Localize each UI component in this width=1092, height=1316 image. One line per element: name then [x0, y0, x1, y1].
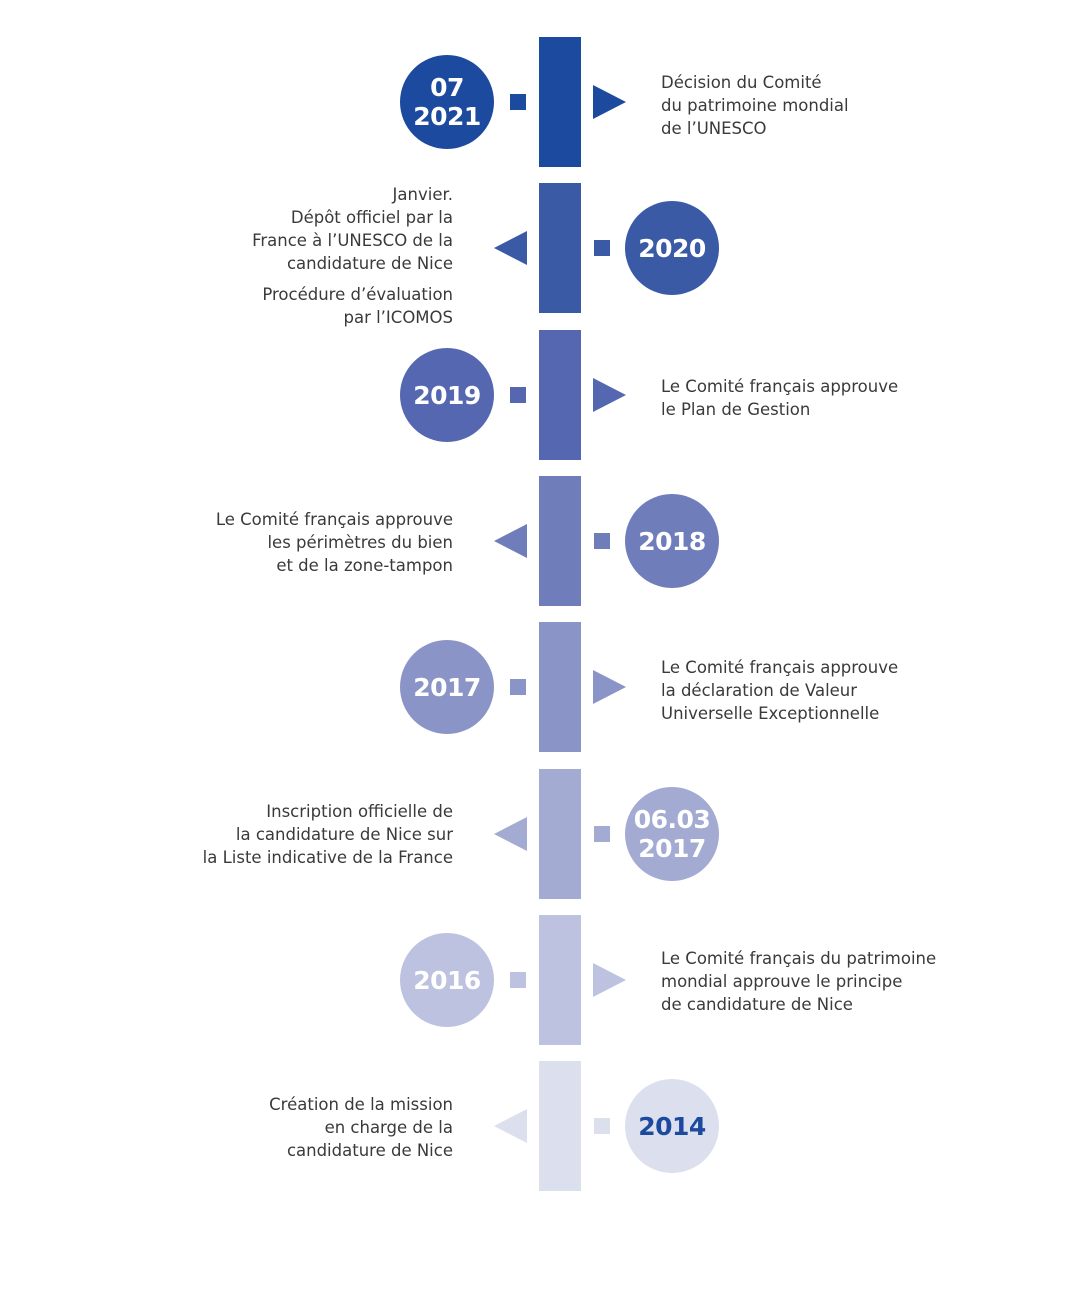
arrow-right-icon [593, 85, 626, 119]
description-line: France à l’UNESCO de la [252, 231, 453, 250]
timeline-bar-segment [539, 476, 581, 606]
timeline-bar-segment [539, 769, 581, 899]
connector-square [594, 240, 610, 256]
date-label: 07 [430, 73, 464, 102]
timeline-bar-segment [539, 622, 581, 752]
description-line: Inscription officielle de [266, 802, 453, 821]
event-description: Décision du Comité du patrimoine mondial d… [661, 71, 991, 140]
connector-square [594, 533, 610, 549]
arrow-left-icon [494, 524, 527, 558]
date-circle: 2017 [400, 640, 494, 734]
connector-square [510, 94, 526, 110]
connector-square [510, 679, 526, 695]
description-line: le Plan de Gestion [661, 400, 811, 419]
event-description: Création de la mission en charge de la can… [123, 1093, 453, 1162]
description-line: Janvier. [392, 185, 453, 204]
date-circle: 06.03 2017 [625, 787, 719, 881]
date-label: 2016 [413, 965, 481, 995]
date-circle: 2020 [625, 201, 719, 295]
description-line: Décision du Comité [661, 73, 822, 92]
description-paragraph: Procédure d’évaluation par l’ICOMOS [123, 283, 453, 329]
description-line: candidature de Nice [286, 254, 453, 273]
description-line: en charge de la [324, 1118, 453, 1137]
arrow-left-icon [494, 817, 527, 851]
connector-square [594, 1118, 610, 1134]
date-circle: 2014 [625, 1079, 719, 1173]
event-description: Le Comité français approuve le Plan de Ge… [661, 375, 991, 421]
date-label: 2014 [638, 1111, 706, 1141]
date-circle: 07 2021 [400, 55, 494, 149]
event-description: Inscription officielle de la candidature … [123, 800, 453, 869]
date-label: 2020 [638, 233, 706, 263]
arrow-left-icon [494, 231, 527, 265]
description-line: de candidature de Nice [661, 995, 853, 1014]
description-line: mondial approuve le principe [661, 972, 903, 991]
description-line: de l’UNESCO [661, 119, 767, 138]
arrow-left-icon [494, 1109, 527, 1143]
event-description: Le Comité français approuve les périmètre… [123, 508, 453, 577]
arrow-right-icon [593, 670, 626, 704]
date-label: 2018 [638, 526, 706, 556]
timeline-bar-segment [539, 915, 581, 1045]
arrow-right-icon [593, 378, 626, 412]
description-line: Universelle Exceptionnelle [661, 704, 880, 723]
event-description: Janvier. Dépôt officiel par la France à l’… [123, 183, 453, 329]
description-line: du patrimoine mondial [661, 96, 849, 115]
date-label: 2017 [413, 672, 481, 702]
connector-square [510, 387, 526, 403]
date-label: 2017 [638, 834, 706, 863]
description-line: par l’ICOMOS [343, 308, 453, 327]
description-line: Création de la mission [269, 1095, 453, 1114]
arrow-right-icon [593, 963, 626, 997]
timeline-bar-segment [539, 183, 581, 313]
description-line: les périmètres du bien [267, 533, 453, 552]
event-description: Le Comité français du patrimoine mondial … [661, 947, 991, 1016]
description-line: Le Comité français du patrimoine [661, 949, 937, 968]
description-line: Procédure d’évaluation [262, 285, 453, 304]
description-line: Le Comité français approuve [215, 510, 453, 529]
date-circle: 2019 [400, 348, 494, 442]
date-circle: 2018 [625, 494, 719, 588]
connector-square [594, 826, 610, 842]
timeline-bar-segment [539, 1061, 581, 1191]
description-line: Dépôt officiel par la [290, 208, 453, 227]
description-line: la déclaration de Valeur [661, 681, 858, 700]
description-line: la candidature de Nice sur [235, 825, 453, 844]
description-line: candidature de Nice [286, 1141, 453, 1160]
date-label: 06.03 [633, 805, 711, 834]
date-label: 2019 [413, 380, 481, 410]
date-circle: 2016 [400, 933, 494, 1027]
description-line: et de la zone-tampon [276, 556, 453, 575]
connector-square [510, 972, 526, 988]
timeline-bar-segment [539, 330, 581, 460]
description-line: la Liste indicative de la France [202, 848, 453, 867]
event-description: Le Comité français approuve la déclaratio… [661, 656, 991, 725]
description-line: Le Comité français approuve [661, 377, 899, 396]
description-line: Le Comité français approuve [661, 658, 899, 677]
date-label: 2021 [413, 102, 481, 131]
timeline-bar-segment [539, 37, 581, 167]
